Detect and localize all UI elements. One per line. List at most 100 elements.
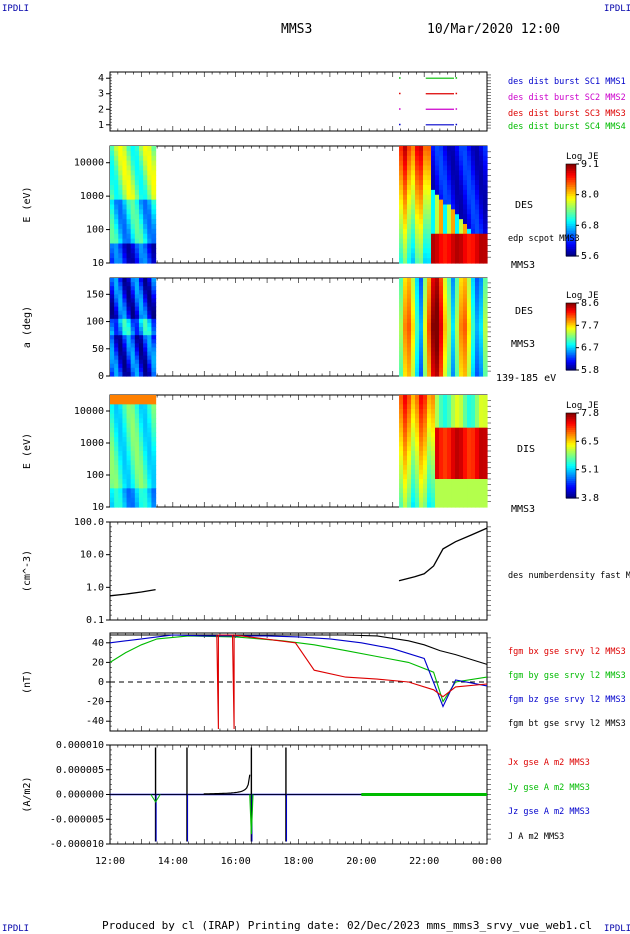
- spectrogram-cell: [126, 204, 132, 210]
- spectrogram-cell: [435, 395, 440, 401]
- des-pitch-label: MMS3: [511, 339, 535, 350]
- spectrogram-cell: [435, 359, 440, 365]
- spectrogram-cell: [399, 367, 404, 373]
- spectrogram-cell: [415, 423, 420, 429]
- spectrogram-cell: [411, 286, 416, 291]
- spectrogram-cell: [427, 278, 432, 283]
- spectrogram-cell: [126, 238, 132, 245]
- spectrogram-cell: [447, 455, 452, 461]
- spectrogram-cell: [471, 483, 476, 489]
- spectrogram-cell: [407, 488, 412, 494]
- spectrogram-cell: [134, 204, 140, 210]
- spectrogram-cell: [110, 228, 115, 235]
- spectrogram-cell: [479, 460, 484, 466]
- spectrogram-cell: [134, 294, 140, 300]
- spectrogram-cell: [130, 248, 136, 254]
- spectrogram-cell: [130, 238, 136, 245]
- spectrogram-cell: [483, 155, 488, 162]
- spectrogram-cell: [138, 224, 144, 230]
- spectrogram-cell: [151, 423, 157, 429]
- spectrogram-cell: [471, 318, 476, 324]
- spectrogram-cell: [455, 469, 460, 475]
- spectrogram-cell: [411, 359, 416, 365]
- spectrogram-cell: [415, 479, 420, 485]
- spectrogram-cell: [130, 155, 136, 162]
- spectrogram-cell: [403, 290, 408, 295]
- des-pitch-spectrogram: [110, 278, 488, 377]
- spectrogram-cell: [399, 214, 404, 220]
- spectrogram-cell: [399, 335, 404, 340]
- spectrogram-cell: [463, 451, 468, 457]
- spectrogram-cell: [147, 189, 153, 196]
- spectrogram-cell: [423, 306, 428, 312]
- spectrogram-cell: [399, 146, 404, 152]
- spectrogram-cell: [114, 233, 119, 240]
- spectrogram-cell: [415, 150, 420, 157]
- spectrogram-cell: [407, 282, 412, 287]
- spectrogram-cell: [439, 170, 444, 176]
- spectrogram-cell: [443, 194, 448, 201]
- spectrogram-cell: [483, 233, 488, 240]
- spectrogram-cell: [130, 170, 136, 176]
- colorbar-cell: [566, 361, 576, 364]
- spectrogram-cell: [419, 185, 424, 191]
- spectrogram-cell: [439, 253, 444, 259]
- spectrogram-cell: [114, 290, 119, 295]
- spectrogram-cell: [479, 322, 484, 328]
- spectrogram-cell: [435, 298, 440, 304]
- spectrogram-cell: [399, 395, 404, 401]
- spectrogram-cell: [143, 451, 148, 457]
- spectrogram-cell: [407, 243, 412, 249]
- des-pitch-ylabel: a (deg): [22, 306, 33, 348]
- spectrogram-cell: [443, 209, 448, 215]
- spectrogram-cell: [419, 367, 424, 373]
- spectrogram-cell: [479, 363, 484, 369]
- colorbar-cell: [566, 354, 576, 358]
- spectrogram-cell: [431, 248, 436, 254]
- spectrogram-cell: [403, 451, 408, 457]
- spectrogram-cell: [134, 209, 140, 215]
- spectrogram-cell: [411, 404, 416, 410]
- spectrogram-cell: [467, 359, 472, 365]
- spectrogram-cell: [467, 351, 472, 357]
- spectrogram-cell: [130, 314, 136, 320]
- spectrogram-cell: [411, 441, 416, 447]
- spectrogram-cell: [411, 170, 416, 176]
- spectrogram-cell: [143, 469, 148, 475]
- spectrogram-cell: [451, 367, 456, 373]
- spectrogram-cell: [134, 228, 140, 235]
- colorbar-cell: [566, 430, 576, 433]
- spectrogram-cell: [427, 286, 432, 291]
- spectrogram-cell: [147, 146, 153, 152]
- des-energy-tick-label: 10: [92, 258, 104, 269]
- spectrogram-cell: [427, 363, 432, 369]
- spectrogram-cell: [138, 327, 144, 332]
- spectrogram-cell: [475, 427, 480, 433]
- spectrogram-cell: [122, 204, 128, 210]
- spectrogram-cell: [114, 327, 119, 332]
- spectrogram-cell: [471, 465, 476, 471]
- spectrogram-cell: [147, 479, 153, 485]
- spectrogram-cell: [130, 175, 136, 181]
- spectrogram-cell: [483, 318, 488, 324]
- colorbar-cell: [566, 423, 576, 427]
- spectrogram-cell: [415, 446, 420, 452]
- spectrogram-cell: [415, 331, 420, 336]
- spectrogram-cell: [126, 318, 132, 324]
- spectrogram-cell: [471, 427, 476, 433]
- spectrogram-cell: [467, 194, 472, 201]
- spectrogram-cell: [423, 204, 428, 210]
- spectrogram-cell: [407, 146, 412, 152]
- spectrogram-cell: [423, 418, 428, 424]
- spectrogram-cell: [427, 233, 432, 240]
- colorbar-cell: [566, 214, 576, 218]
- spectrogram-cell: [463, 175, 468, 181]
- spectrogram-cell: [447, 194, 452, 201]
- spectrogram-cell: [411, 150, 416, 157]
- spectrogram-cell: [403, 199, 408, 206]
- spectrogram-cell: [147, 339, 153, 344]
- spectrogram-cell: [451, 294, 456, 300]
- spectrogram-cell: [419, 253, 424, 259]
- spectrogram-cell: [130, 446, 136, 452]
